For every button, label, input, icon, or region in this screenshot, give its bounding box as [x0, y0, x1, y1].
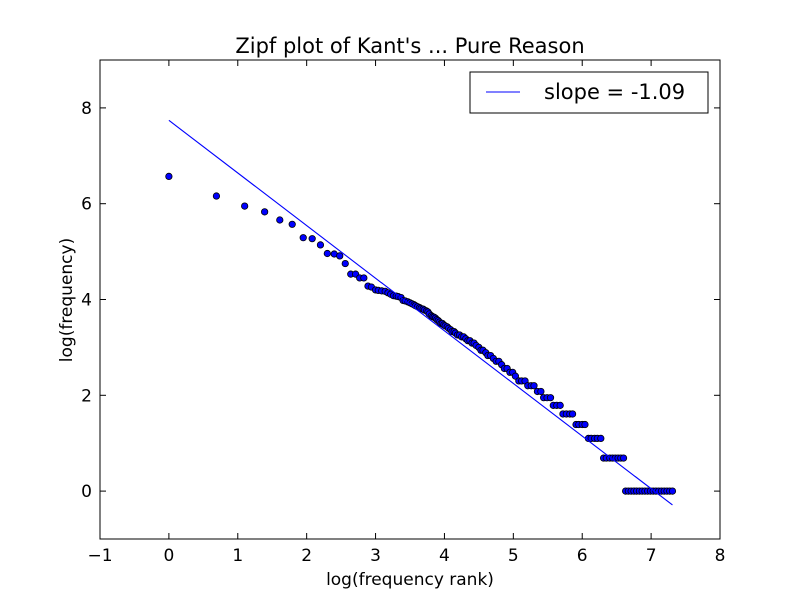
x-axis: −1 0 1 2 3 4 5 6 7 8 [87, 60, 725, 566]
x-tick-label: 2 [301, 546, 312, 566]
data-point [323, 249, 331, 258]
x-tick-label: 7 [646, 546, 657, 566]
fit-line [168, 119, 673, 506]
data-point [241, 202, 249, 210]
y-axis-label: log(frequency) [57, 238, 77, 362]
x-tick-label: 0 [163, 546, 174, 566]
data-point [546, 394, 555, 402]
chart-title: Zipf plot of Kant's ... Pure Reason [235, 34, 584, 58]
data-point [581, 420, 589, 429]
data-point [530, 382, 538, 390]
x-tick-label: 3 [370, 546, 381, 566]
points-layer [165, 172, 677, 495]
data-point [360, 274, 368, 282]
y-tick-label: 4 [81, 291, 92, 311]
data-point [212, 192, 221, 200]
y-tick-label: 2 [81, 386, 92, 406]
data-point [568, 410, 577, 418]
y-tick-label: 8 [81, 99, 92, 119]
data-point [597, 434, 605, 443]
x-tick-label: 5 [508, 546, 519, 566]
y-axis: 0 2 4 6 8 [81, 99, 720, 502]
data-point [336, 252, 344, 260]
data-point [619, 454, 628, 462]
legend-label: slope = -1.09 [544, 80, 685, 104]
data-point [308, 235, 316, 243]
x-tick-label: −1 [87, 546, 112, 566]
data-point [341, 259, 349, 268]
data-point [288, 220, 296, 228]
x-tick-label: 6 [577, 546, 588, 566]
x-tick-label: 4 [439, 546, 450, 566]
data-point [316, 241, 325, 249]
data-point [556, 401, 564, 409]
y-tick-label: 0 [81, 482, 92, 502]
data-point [511, 372, 520, 380]
data-point [276, 216, 284, 224]
y-tick-label: 6 [81, 195, 92, 215]
fit-line-layer [168, 119, 673, 506]
legend: slope = -1.09 [469, 71, 709, 114]
x-tick-label: 1 [232, 546, 243, 566]
x-tick-label: 8 [715, 546, 726, 566]
data-point [537, 387, 545, 396]
data-point [299, 234, 307, 242]
x-axis-label: log(frequency rank) [326, 570, 494, 590]
data-point [668, 487, 677, 495]
plot-area [99, 59, 721, 540]
data-point [165, 172, 173, 180]
data-point [261, 208, 269, 216]
